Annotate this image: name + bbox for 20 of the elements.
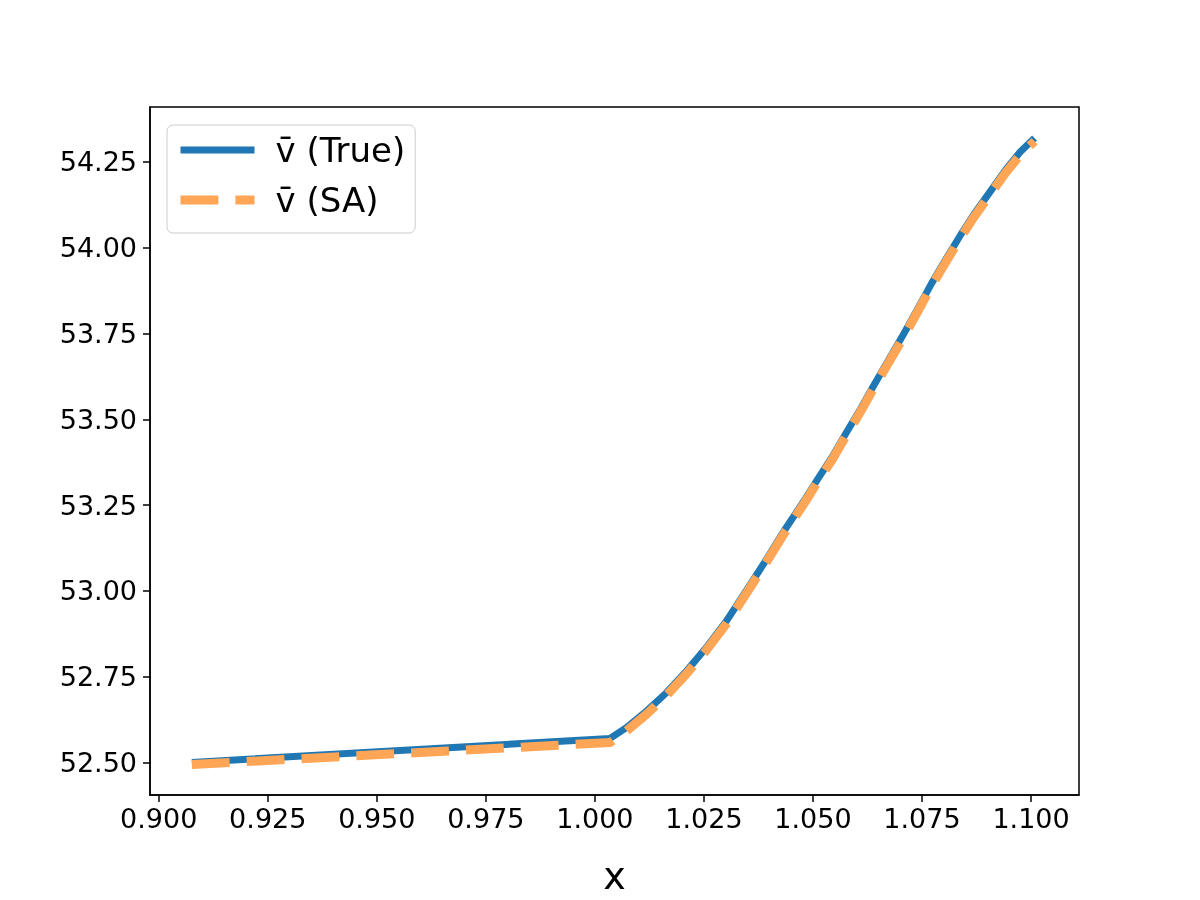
x-tick-label: 1.050 — [774, 803, 852, 834]
x-tick-label: 0.900 — [120, 803, 198, 834]
x-tick-label: 0.950 — [338, 803, 416, 834]
legend-label: v̄ (True) — [275, 130, 406, 170]
x-axis-title: x — [603, 854, 626, 898]
x-tick-label: 0.925 — [229, 803, 307, 834]
x-tick-label: 1.025 — [665, 803, 743, 834]
y-tick-label: 53.25 — [59, 489, 137, 521]
x-tick-label: 0.975 — [447, 803, 525, 834]
y-tick-label: 54.00 — [59, 232, 137, 264]
y-tick-label: 53.75 — [59, 317, 137, 349]
y-tick-label: 52.75 — [59, 661, 137, 693]
y-tick-label: 53.50 — [59, 403, 137, 435]
x-tick-label: 1.075 — [883, 803, 961, 834]
y-tick-label: 53.00 — [59, 575, 137, 607]
y-tick-label: 52.50 — [59, 746, 137, 778]
legend-label: v̄ (SA) — [275, 180, 379, 220]
y-tick-label: 54.25 — [59, 146, 137, 178]
x-tick-label: 1.100 — [992, 803, 1070, 834]
x-tick-label: 1.000 — [556, 803, 634, 834]
